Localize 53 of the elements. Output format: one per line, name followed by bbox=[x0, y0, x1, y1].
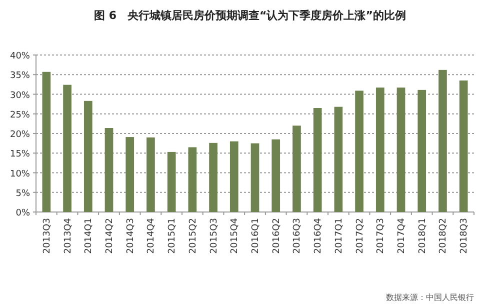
y-tick-label: 20% bbox=[10, 130, 30, 140]
bar bbox=[396, 88, 406, 212]
y-tick-label: 25% bbox=[10, 110, 30, 120]
x-tick-label: 2016Q3 bbox=[292, 218, 303, 254]
bar bbox=[376, 88, 384, 212]
bar bbox=[313, 108, 322, 212]
bar bbox=[418, 90, 426, 212]
bar bbox=[292, 126, 301, 212]
x-tick-label: 2014Q2 bbox=[105, 218, 115, 254]
bar bbox=[230, 141, 238, 212]
x-tick-label: 2017Q2 bbox=[355, 218, 366, 254]
x-tick-label: 2015Q4 bbox=[230, 218, 240, 254]
x-tick-label: 2015Q3 bbox=[209, 218, 220, 254]
bar bbox=[272, 139, 280, 212]
x-tick-label: 2018Q3 bbox=[460, 218, 470, 254]
y-tick-label: 15% bbox=[10, 150, 30, 160]
x-tick-label: 2013Q3 bbox=[42, 218, 52, 254]
bar bbox=[459, 80, 468, 212]
x-tick-label: 2018Q2 bbox=[438, 218, 449, 254]
x-tick-label: 2015Q1 bbox=[168, 218, 178, 254]
source-note: 数据来源：中国人民银行 bbox=[386, 293, 474, 302]
bar bbox=[355, 90, 364, 212]
x-tick-label: 2017Q3 bbox=[376, 218, 386, 254]
x-tick-label: 2017Q1 bbox=[334, 218, 344, 254]
y-tick-label: 30% bbox=[10, 90, 30, 101]
bar bbox=[84, 100, 92, 212]
bar bbox=[63, 84, 72, 212]
bar bbox=[188, 147, 197, 212]
x-tick-label: 2014Q1 bbox=[84, 218, 94, 254]
x-tick-label: 2014Q4 bbox=[146, 218, 157, 254]
y-tick-label: 5% bbox=[16, 188, 30, 199]
y-tick-label: 10% bbox=[10, 169, 30, 180]
bar bbox=[42, 72, 51, 212]
x-tick-label: 2013Q4 bbox=[63, 218, 74, 254]
x-tick-label: 2018Q1 bbox=[418, 218, 428, 254]
x-tick-label: 2016Q4 bbox=[314, 218, 324, 254]
chart-title: 图 6 央行城镇居民房价预期调查“认为下季度房价上涨”的比例 bbox=[94, 9, 406, 22]
bar bbox=[126, 137, 134, 212]
bar bbox=[250, 143, 260, 212]
x-tick-label: 2016Q1 bbox=[251, 218, 261, 254]
bar bbox=[104, 128, 114, 212]
x-tick-label: 2014Q3 bbox=[126, 218, 136, 254]
x-tick-label: 2015Q2 bbox=[188, 218, 198, 254]
bar bbox=[167, 152, 176, 212]
bar bbox=[438, 70, 447, 212]
bar bbox=[146, 137, 155, 212]
y-tick-label: 0% bbox=[16, 208, 30, 218]
y-tick-label: 35% bbox=[10, 71, 30, 82]
x-tick-label: 2016Q2 bbox=[272, 218, 282, 254]
bar bbox=[334, 106, 343, 212]
y-tick-label: 40% bbox=[10, 52, 30, 62]
x-tick-label: 2017Q4 bbox=[397, 218, 407, 254]
bar bbox=[209, 142, 218, 212]
